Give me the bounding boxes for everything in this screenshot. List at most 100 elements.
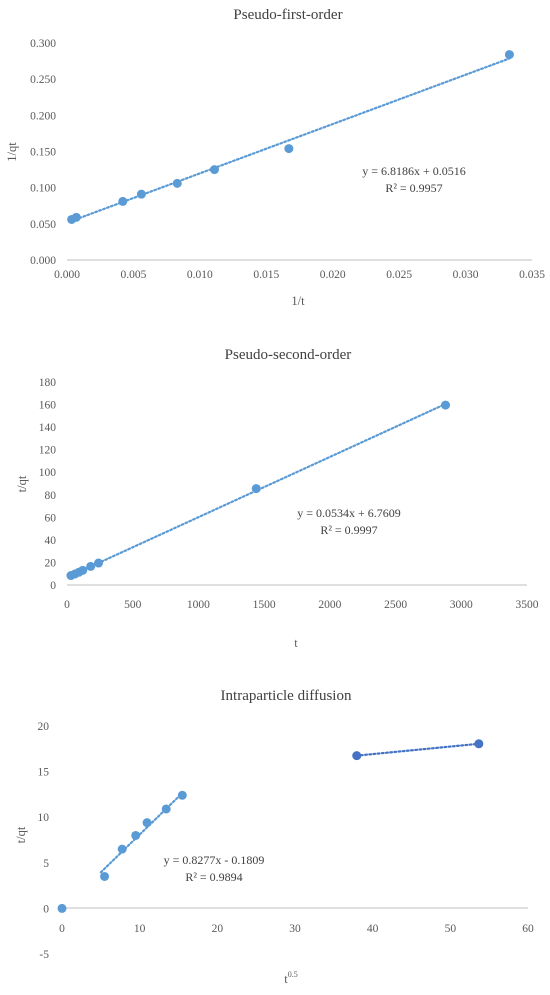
x-tick-label: 0.025 xyxy=(386,269,412,281)
data-point xyxy=(57,903,67,913)
x-tick-label: 0 xyxy=(64,599,70,611)
chart-1-points xyxy=(67,50,514,224)
chart-3-y-axis-label: t/qt xyxy=(14,826,28,843)
data-point xyxy=(177,790,187,800)
y-tick-label: 0.150 xyxy=(30,147,56,159)
y-tick-label: 15 xyxy=(38,767,50,779)
x-tick-label: 20 xyxy=(212,923,224,935)
y-tick-label: 20 xyxy=(38,721,50,733)
chart-2-x-axis-label: t xyxy=(294,636,298,650)
chart-2-ylabel-text: t/qt xyxy=(15,475,29,492)
chart-1-y-ticks: 0.000 0.050 0.100 0.150 0.200 0.250 0.300 xyxy=(30,38,56,267)
y-tick-label: 120 xyxy=(39,445,57,457)
y-tick-label: 0.000 xyxy=(30,255,56,267)
data-point xyxy=(352,751,362,761)
chart-3-title: Intraparticle diffusion xyxy=(221,688,352,704)
data-point xyxy=(172,178,182,188)
x-tick-label: 0.010 xyxy=(187,269,213,281)
chart-2-x-ticks: 0 500 1000 1500 2000 2500 3000 3500 xyxy=(64,599,539,611)
y-tick-label: 0.050 xyxy=(30,219,56,231)
y-tick-label: 160 xyxy=(39,400,57,412)
y-tick-label: 0 xyxy=(43,903,49,915)
x-tick-label: 1500 xyxy=(253,599,276,611)
x-tick-label: 500 xyxy=(124,599,142,611)
chart-1-ylabel-text: 1/qt xyxy=(5,142,19,162)
chart-3-ylabel-text: t/qt xyxy=(14,826,28,843)
data-point xyxy=(86,561,96,571)
chart-3-x-axis-label: t0.5 xyxy=(284,970,297,986)
chart-1-equation: y = 6.8186x + 0.0516 xyxy=(362,164,466,178)
y-tick-label: 0.200 xyxy=(30,110,56,122)
chart-3-xlabel-exponent: 0.5 xyxy=(288,970,298,979)
x-tick-label: 2000 xyxy=(318,599,341,611)
y-tick-label: 40 xyxy=(45,535,57,547)
chart-1-x-axis-label: 1/t xyxy=(291,294,305,308)
data-point xyxy=(209,165,219,175)
chart-3-y-ticks: -5 0 5 10 15 20 xyxy=(38,721,50,961)
x-tick-label: 3000 xyxy=(450,599,473,611)
chart-1-r-squared: R² = 0.9957 xyxy=(385,181,442,195)
y-tick-label: 0.250 xyxy=(30,74,56,86)
x-tick-label: 0.020 xyxy=(320,269,346,281)
y-tick-label: 140 xyxy=(39,422,57,434)
trendline xyxy=(355,742,480,757)
chart-pseudo-first-order: Pseudo-first-order 1/qt 1/t 0.0000.0500.… xyxy=(5,7,545,308)
y-tick-label: 80 xyxy=(45,490,57,502)
data-point xyxy=(441,400,451,410)
x-tick-label: 50 xyxy=(445,923,457,935)
x-tick-label: 0.015 xyxy=(253,269,279,281)
x-tick-label: 3500 xyxy=(516,599,539,611)
data-point xyxy=(71,212,81,222)
data-point xyxy=(142,818,152,828)
x-tick-label: 10 xyxy=(134,923,146,935)
y-tick-label: 0.100 xyxy=(30,183,56,195)
y-tick-label: 5 xyxy=(43,858,49,870)
x-tick-label: 0.005 xyxy=(120,269,146,281)
chart-2-points xyxy=(66,400,451,581)
x-tick-label: 0 xyxy=(59,923,65,935)
data-point xyxy=(474,739,484,749)
chart-2-y-axis-label: t/qt xyxy=(15,475,29,492)
chart-3-x-ticks: 0 10 20 30 40 50 60 xyxy=(59,923,534,935)
chart-2-r-squared: R² = 0.9997 xyxy=(320,523,377,537)
data-point xyxy=(117,844,127,854)
chart-2-title: Pseudo-second-order xyxy=(225,347,352,363)
y-tick-label: 0.300 xyxy=(30,38,56,50)
x-tick-label: 2500 xyxy=(384,599,407,611)
chart-3-equation: y = 0.8277x - 0.1809 xyxy=(164,853,265,867)
data-point xyxy=(136,189,146,199)
data-point xyxy=(78,565,88,575)
x-tick-label: 30 xyxy=(289,923,301,935)
chart-1-x-ticks: 0.000 0.005 0.010 0.015 0.020 0.025 0.030 0.035 xyxy=(54,269,545,281)
y-tick-label: 60 xyxy=(45,512,57,524)
x-tick-label: 0.035 xyxy=(519,269,545,281)
x-tick-label: 1000 xyxy=(187,599,210,611)
y-tick-label: 10 xyxy=(38,812,50,824)
data-point xyxy=(504,50,514,60)
data-point xyxy=(118,196,128,206)
y-tick-label: -5 xyxy=(39,949,49,961)
data-point xyxy=(100,871,110,881)
data-point xyxy=(94,558,104,568)
y-tick-label: 180 xyxy=(39,377,57,389)
trendline xyxy=(70,57,511,223)
chart-1-title: Pseudo-first-order xyxy=(233,7,342,23)
data-point xyxy=(251,484,261,494)
chart-1-trendlines xyxy=(70,57,511,223)
x-tick-label: 40 xyxy=(367,923,379,935)
chart-2-y-ticks: 0 20 40 60 80 100 120 140 160 180 xyxy=(39,377,57,592)
chart-pseudo-second-order: Pseudo-second-order t/qt t 0 20 40 60 80 100 1… xyxy=(15,347,539,650)
x-tick-label: 0.000 xyxy=(54,269,80,281)
chart-1-y-axis-label: 1/qt xyxy=(5,142,19,162)
data-point xyxy=(161,804,171,814)
chart-intraparticle-diffusion: Intraparticle diffusion t/qt t0.5 -5 0 5 10… xyxy=(14,688,534,986)
chart-2-equation: y = 0.0534x + 6.7609 xyxy=(297,506,401,520)
y-tick-label: 100 xyxy=(39,467,57,479)
chart-3-xlabel-base: t xyxy=(284,972,288,986)
data-point xyxy=(284,144,294,154)
chart-3-r-squared: R² = 0.9894 xyxy=(185,870,242,884)
y-tick-label: 20 xyxy=(45,557,57,569)
data-point xyxy=(131,830,141,840)
x-tick-label: 60 xyxy=(522,923,534,935)
